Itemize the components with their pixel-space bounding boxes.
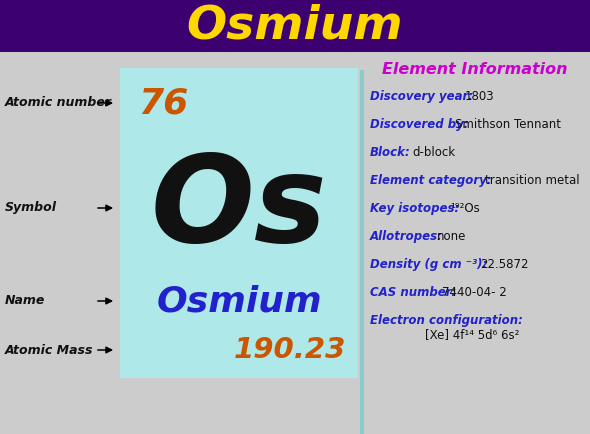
FancyBboxPatch shape: [360, 52, 590, 434]
FancyBboxPatch shape: [360, 70, 363, 434]
Text: Allotropes:: Allotropes:: [370, 230, 443, 243]
Text: Osmium: Osmium: [156, 284, 322, 318]
FancyBboxPatch shape: [0, 0, 590, 52]
Text: 1803: 1803: [465, 90, 494, 103]
Text: Os: Os: [150, 149, 327, 266]
Text: d-block: d-block: [412, 146, 455, 159]
Text: 190.23: 190.23: [234, 336, 346, 364]
Text: Atomic number: Atomic number: [5, 96, 112, 109]
Text: Density (g cm ⁻³):: Density (g cm ⁻³):: [370, 258, 487, 271]
Text: Discovery year:: Discovery year:: [370, 90, 473, 103]
Text: none: none: [437, 230, 466, 243]
Text: Osmium: Osmium: [186, 3, 404, 49]
Text: Smithson Tennant: Smithson Tennant: [455, 118, 561, 131]
Text: [Xe] 4f¹⁴ 5d⁶ 6s²: [Xe] 4f¹⁴ 5d⁶ 6s²: [425, 328, 519, 341]
Text: Block:: Block:: [370, 146, 411, 159]
Text: transition metal: transition metal: [485, 174, 579, 187]
Text: 22.5872: 22.5872: [480, 258, 529, 271]
Text: Atomic Mass: Atomic Mass: [5, 343, 93, 356]
Text: Element Information: Element Information: [382, 62, 568, 76]
Text: Symbol: Symbol: [5, 201, 57, 214]
Text: Key isotopes:: Key isotopes:: [370, 202, 459, 215]
Text: Electron configuration:: Electron configuration:: [370, 314, 523, 327]
Text: 7440-04- 2: 7440-04- 2: [442, 286, 507, 299]
Text: ¹⁹²Os: ¹⁹²Os: [450, 202, 480, 215]
Text: Name: Name: [5, 295, 45, 308]
Text: CAS number:: CAS number:: [370, 286, 456, 299]
Text: Element category:: Element category:: [370, 174, 491, 187]
Text: 76: 76: [138, 86, 188, 120]
Text: Discovered by:: Discovered by:: [370, 118, 468, 131]
FancyBboxPatch shape: [120, 68, 358, 378]
